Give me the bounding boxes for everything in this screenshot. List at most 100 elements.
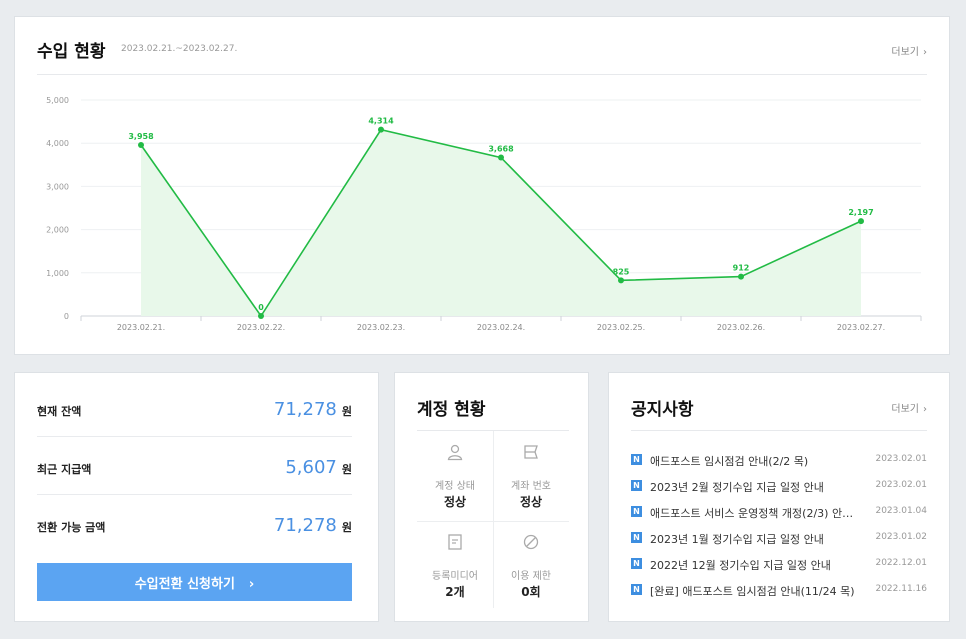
currency-unit: 원 [341,463,352,476]
notice-date: 2023.02.01 [875,454,927,464]
new-badge: N [631,558,642,569]
notice-item[interactable]: N 2023년 1월 정기수입 지급 일정 안내 2023.01.02 [631,530,927,546]
registered-media-value: 2개 [445,585,465,599]
bank-account-label: 계좌 번호 [511,481,551,492]
currency-unit: 원 [341,405,352,418]
data-point [498,154,504,161]
notice-item[interactable]: N 2022년 12월 정기수입 지급 일정 안내 2022.12.01 [631,556,927,572]
account-state-label: 계정 상태 [435,481,475,492]
new-badge: N [631,532,642,543]
recent-payment-value: 5,607 원 [285,457,352,478]
income-more-link[interactable]: 더보기 › [891,43,927,58]
recent-payment-amount: 5,607 [285,457,337,478]
chevron-right-icon: › [248,576,255,592]
income-date-range: 2023.02.21.~2023.02.27. [121,44,238,54]
notice-more-label: 더보기 [891,404,919,415]
data-point [858,218,864,225]
balance-card: 현재 잔액 71,278 원 최근 지급액 5,607 원 전환 가능 금액 71,… [14,372,379,622]
data-point [738,273,744,280]
x-tick-label: 2023.02.25. [597,323,645,332]
income-status-card: 수입 현황 2023.02.21.~2023.02.27. 더보기 › 0 1,00… [14,16,950,355]
new-badge: N [631,584,642,595]
notice-date: 2023.02.01 [875,480,927,490]
x-tick-label: 2023.02.22. [237,323,285,332]
request-conversion-label: 수입전환 신청하기 [134,576,235,592]
bank-account-cell: 계좌 번호 정상 [493,431,569,521]
account-state-cell: 계정 상태 정상 [417,431,493,521]
data-point [378,126,384,133]
x-tick-label: 2023.02.27. [837,323,885,332]
divider [37,74,927,75]
data-point [258,313,264,319]
new-badge: N [631,480,642,491]
bank-account-value: 정상 [519,495,543,509]
divider [631,430,927,431]
data-point [618,277,624,284]
y-tick-label: 5,000 [46,96,69,105]
chevron-right-icon: › [923,404,927,415]
currency-unit: 원 [341,521,352,534]
data-label: 3,668 [488,145,514,154]
convertible-amount-label: 전환 가능 금액 [37,521,106,534]
data-label: 3,958 [128,132,154,141]
new-badge: N [631,506,642,517]
registered-media-cell: 등록미디어 2개 [417,521,493,611]
balance-row-current: 현재 잔액 71,278 원 [37,379,352,437]
notice-date: 2023.01.04 [875,506,927,516]
registered-media-label: 등록미디어 [432,571,478,582]
notice-date: 2023.01.02 [875,532,927,542]
data-label: 825 [613,267,630,276]
notice-text: [완료] 애드포스트 임시점검 안내(11/24 목) [650,585,855,598]
balance-row-convertible: 전환 가능 금액 71,278 원 [37,495,352,553]
notice-date: 2022.11.16 [875,584,927,594]
usage-restriction-value: 0회 [521,585,541,599]
chevron-right-icon: › [923,47,927,58]
account-title: 계정 현황 [417,400,486,420]
notice-title: 공지사항 [631,400,694,420]
notice-text: 2023년 2월 정기수입 지급 일정 안내 [650,481,824,494]
current-balance-value: 71,278 원 [274,399,352,420]
data-label: 912 [733,264,750,273]
series-area [141,129,861,316]
account-status-card: 계정 현황 계정 상태 정상 계좌 번호 정상 등록미디어 2개 이용 제한 0… [394,372,589,622]
y-tick-label: 0 [64,312,69,321]
user-icon [447,444,463,461]
notice-item[interactable]: N 애드포스트 서비스 운영정책 개정(2/3) 안… 2023.01.04 [631,504,927,520]
recent-payment-label: 최근 지급액 [37,463,92,476]
divider [417,521,569,522]
document-icon [448,534,462,550]
data-label: 2,197 [848,208,873,217]
notice-text: 애드포스트 임시점검 안내(2/2 목) [650,455,809,468]
notice-item[interactable]: N 2023년 2월 정기수입 지급 일정 안내 2023.02.01 [631,478,927,494]
y-tick-label: 4,000 [46,139,69,148]
usage-restriction-cell: 이용 제한 0회 [493,521,569,611]
notice-text: 2023년 1월 정기수입 지급 일정 안내 [650,533,824,546]
data-point [138,142,144,149]
current-balance-amount: 71,278 [273,399,337,420]
notice-item[interactable]: N [완료] 애드포스트 임시점검 안내(11/24 목) 2022.11.16 [631,582,927,598]
divider [493,431,494,608]
notice-card: 공지사항 더보기 › N 애드포스트 임시점검 안내(2/2 목) 2023.02… [608,372,950,622]
x-tick-label: 2023.02.21. [117,323,165,332]
income-more-label: 더보기 [891,47,919,58]
income-line-chart: 0 1,000 2,000 3,000 4,000 5,000 2023.02.21. 202… [46,96,922,332]
x-tick-label: 2023.02.24. [477,323,525,332]
x-tick-label: 2023.02.23. [357,323,405,332]
notice-more-link[interactable]: 더보기 › [891,400,927,415]
ban-icon [523,534,539,550]
data-label: 0 [258,303,264,312]
notice-item[interactable]: N 애드포스트 임시점검 안내(2/2 목) 2023.02.01 [631,452,927,468]
y-tick-label: 1,000 [46,269,69,278]
account-status-grid: 계정 상태 정상 계좌 번호 정상 등록미디어 2개 이용 제한 0회 [417,430,569,608]
income-title: 수입 현황 [37,42,106,62]
data-label: 4,314 [368,117,394,126]
convertible-amount: 71,278 [273,515,337,536]
current-balance-label: 현재 잔액 [37,405,82,418]
x-tick-label: 2023.02.26. [717,323,765,332]
request-conversion-button[interactable]: 수입전환 신청하기 › [37,563,352,601]
new-badge: N [631,454,642,465]
usage-restriction-label: 이용 제한 [511,571,551,582]
balance-row-recent: 최근 지급액 5,607 원 [37,437,352,495]
account-state-value: 정상 [443,495,467,509]
notice-date: 2022.12.01 [875,558,927,568]
